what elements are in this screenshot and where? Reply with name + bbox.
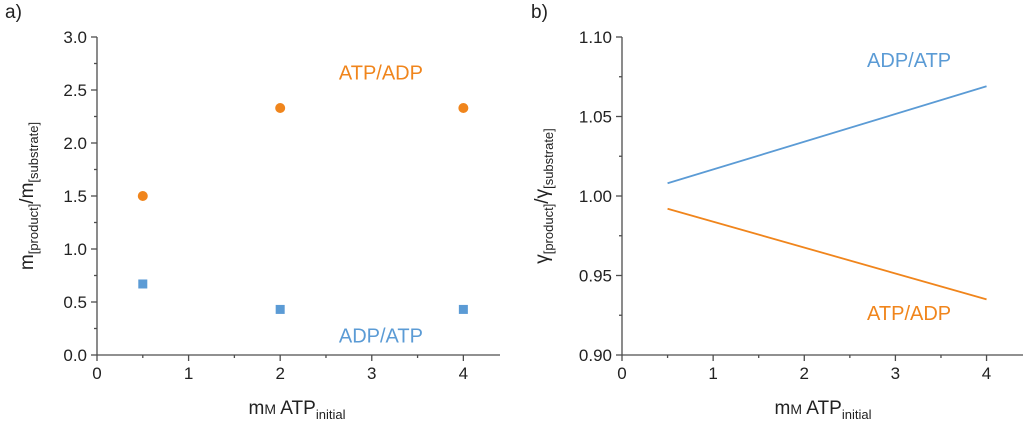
panel-b-x-axis: 0 1 2 3 4 — [617, 354, 1023, 383]
panel-b-annotation-atp-adp: ATP/ADP — [867, 303, 951, 325]
panel-a-y-tick-label: 0.0 — [63, 346, 87, 365]
panel-b-x-label: mM ATPinitial — [775, 398, 872, 422]
panel-b-x-tick-label: 1 — [708, 364, 717, 383]
panel-b-y-tick-label: 1.05 — [579, 108, 612, 127]
panel-b-y-tick-label: 0.95 — [579, 267, 612, 286]
panel-a-point-atp-adp — [458, 103, 469, 114]
panel-a-x-tick-label: 4 — [459, 364, 468, 383]
panel-b-y-label: γ[product]/γ[substrate] — [532, 128, 556, 264]
panel-b-label: b) — [531, 2, 548, 23]
panel-a-point-adp-atp — [138, 279, 148, 289]
panel-b-y-axis: 0.90 0.95 1.00 1.05 1.10 — [579, 28, 623, 365]
panel-b-y-tick-label: 0.90 — [579, 346, 612, 365]
panel-a-x-axis: 0 1 2 3 4 — [92, 354, 500, 383]
panel-b-marks — [667, 85, 987, 301]
panel-a-y-tick-label: 1.0 — [63, 240, 87, 259]
panel-b-x-tick-label: 3 — [891, 364, 900, 383]
panel-b-y-tick-label: 1.00 — [579, 187, 612, 206]
panel-b: b) 0.90 0.95 1.00 1.05 1.10 0 1 2 3 4 ADP/ATP ATP… — [531, 2, 1023, 422]
panel-a-y-label: m[product]/m[substrate] — [17, 122, 41, 270]
panel-b-line-atp-adp — [667, 207, 987, 301]
panel-b-x-tick-label: 2 — [800, 364, 809, 383]
panel-a-point-atp-adp — [137, 191, 148, 201]
panel-a-y-tick-label: 2.5 — [63, 81, 87, 100]
panel-a-marks — [137, 103, 469, 314]
panel-a-y-tick-label: 2.0 — [63, 134, 87, 153]
panel-a-annotation-atp-adp: ATP/ADP — [339, 62, 423, 84]
panel-a-x-label: mM ATPinitial — [249, 398, 346, 422]
panel-a-label: a) — [5, 2, 22, 23]
panel-a-point-atp-adp — [275, 103, 286, 114]
panel-a-annotations: ATP/ADP ADP/ATP — [339, 62, 423, 347]
panel-b-x-tick-label: 4 — [982, 364, 991, 383]
panel-b-y-tick-label: 1.10 — [579, 28, 612, 47]
panel-a-x-tick-label: 1 — [184, 364, 193, 383]
panel-a-x-tick-label: 3 — [367, 364, 376, 383]
panel-a-annotation-adp-atp: ADP/ATP — [339, 325, 423, 347]
panel-a-x-tick-label: 0 — [92, 364, 101, 383]
panel-b-line-adp-atp — [667, 85, 987, 185]
panel-a-y-axis: 0.0 0.5 1.0 1.5 2.0 2.5 3.0 — [63, 28, 98, 365]
panel-a-point-adp-atp — [458, 304, 468, 314]
panel-a: a) 0.0 0.5 1.0 1.5 2.0 2.5 3.0 0 1 2 3 4 ATP/ADP AD… — [5, 2, 500, 422]
panel-b-annotation-adp-atp: ADP/ATP — [867, 50, 951, 72]
panel-b-x-tick-label: 0 — [617, 364, 626, 383]
panel-a-y-tick-label: 1.5 — [63, 187, 87, 206]
panel-a-y-tick-label: 0.5 — [63, 293, 87, 312]
panel-b-annotations: ADP/ATP ATP/ADP — [867, 50, 951, 325]
panel-a-point-adp-atp — [275, 304, 285, 314]
panel-a-x-tick-label: 2 — [275, 364, 284, 383]
panel-a-y-tick-label: 3.0 — [63, 28, 87, 47]
